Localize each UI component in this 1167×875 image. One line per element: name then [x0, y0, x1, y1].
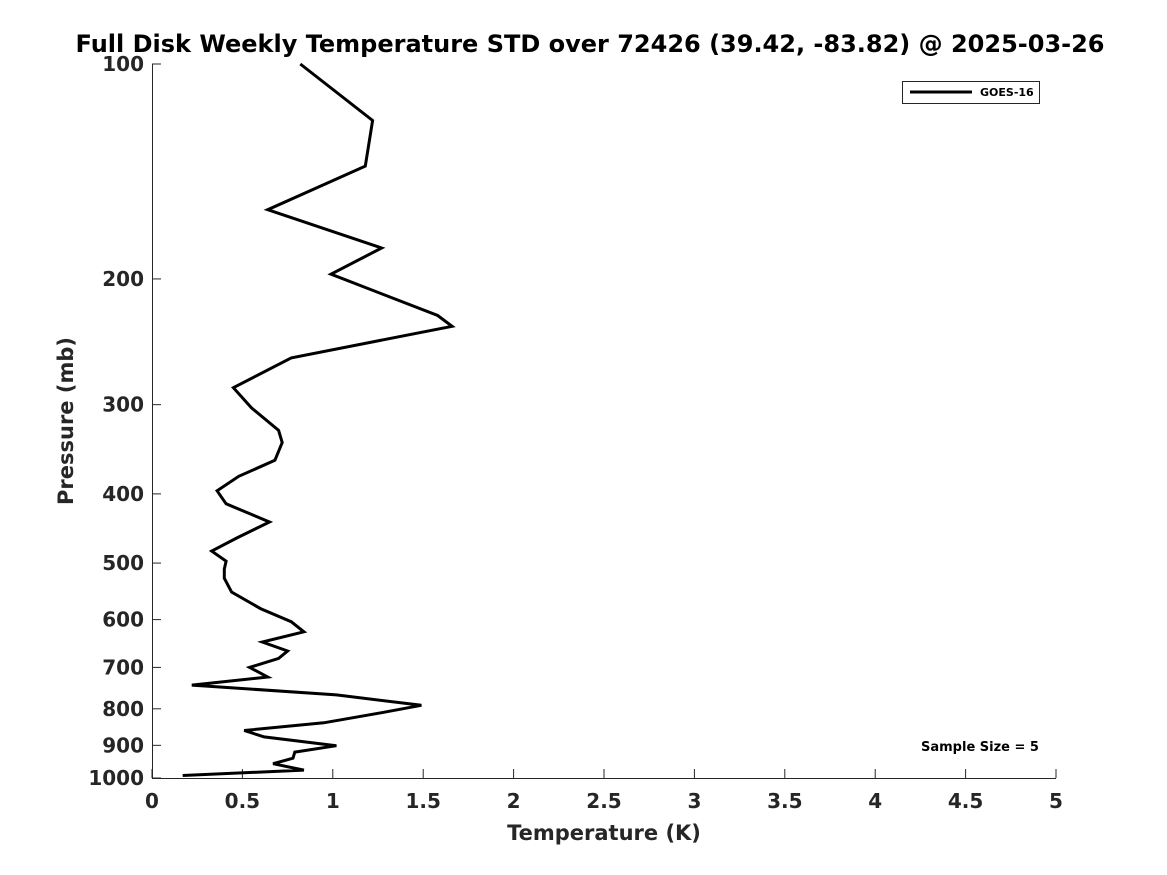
y-ticks: 100 200 300 400 500 600 700 800 900 1000 [88, 52, 161, 790]
x-axis-label: Temperature (K) [507, 821, 701, 845]
chart-title: Full Disk Weekly Temperature STD over 72… [76, 30, 1105, 58]
y-axis-label: Pressure (mb) [54, 337, 78, 505]
legend-label-goes-16: GOES-16 [980, 86, 1034, 99]
x-tick-label: 5 [1049, 789, 1063, 813]
y-tick-label: 700 [102, 655, 144, 679]
x-tick-label: 4 [868, 789, 882, 813]
y-tick-label: 900 [102, 733, 144, 757]
x-tick-label: 1 [326, 789, 340, 813]
x-ticks: 0 0.5 1 1.5 2 2.5 3 3.5 4 4.5 5 [145, 769, 1063, 813]
legend: GOES-16 [902, 81, 1040, 104]
x-tick-label: 3.5 [767, 789, 802, 813]
series-line-goes-16 [182, 62, 456, 777]
sample-size-annotation: Sample Size = 5 [921, 740, 1039, 755]
series-layer [182, 62, 456, 777]
axes [152, 64, 1056, 779]
x-tick-label: 0.5 [225, 789, 260, 813]
y-tick-label: 100 [102, 52, 144, 76]
x-tick-label: 0 [145, 789, 159, 813]
x-tick-label: 2 [507, 789, 521, 813]
y-tick-label: 1000 [88, 766, 144, 790]
x-tick-label: 4.5 [948, 789, 983, 813]
y-tick-label: 300 [102, 393, 144, 417]
x-tick-label: 2.5 [586, 789, 621, 813]
y-tick-label: 800 [102, 697, 144, 721]
y-tick-label: 200 [102, 267, 144, 291]
x-tick-label: 1.5 [405, 789, 440, 813]
x-tick-label: 3 [687, 789, 701, 813]
y-tick-label: 400 [102, 482, 144, 506]
y-tick-label: 600 [102, 608, 144, 632]
y-tick-label: 500 [102, 551, 144, 575]
